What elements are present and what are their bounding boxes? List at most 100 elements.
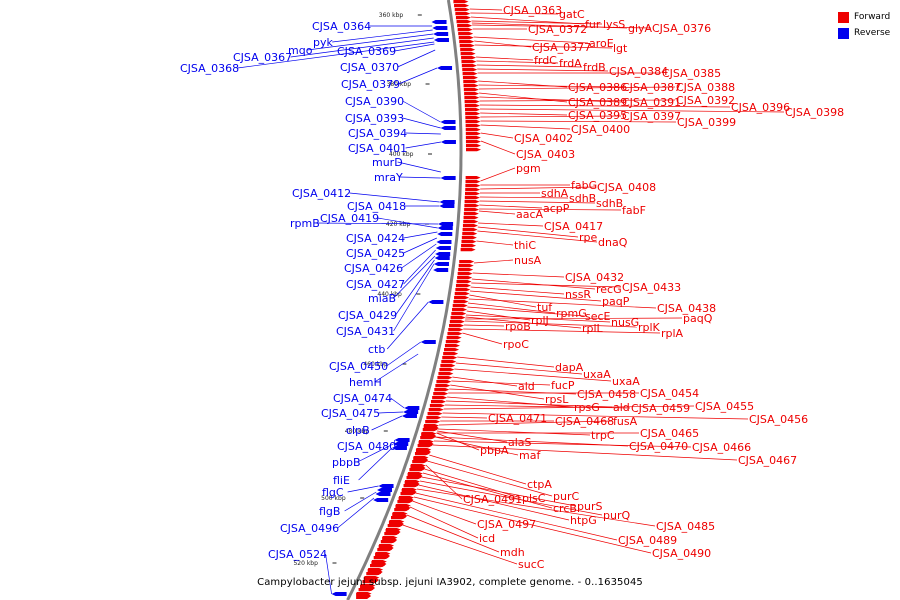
- forward-gene-arrow: [458, 32, 474, 36]
- forward-gene-arrow: [461, 64, 477, 68]
- forward-leader-line: [479, 96, 622, 103]
- forward-gene-label: trpC: [591, 429, 615, 442]
- forward-gene-label: dnaQ: [598, 236, 628, 249]
- forward-gene-arrow: [463, 212, 479, 216]
- forward-gene-arrow: [462, 224, 478, 228]
- forward-leader-line: [451, 380, 551, 386]
- forward-leader-line: [477, 230, 598, 243]
- forward-leader-line: [472, 272, 565, 278]
- forward-leader-line: [438, 420, 613, 426]
- reverse-gene-arrow: [401, 414, 417, 418]
- forward-gene-label: icd: [479, 532, 495, 545]
- forward-gene-label: rpoC: [503, 338, 529, 351]
- forward-gene-arrow: [447, 332, 463, 336]
- reverse-gene-label: fliE: [333, 474, 350, 487]
- forward-leader-line: [476, 60, 559, 64]
- forward-gene-label: ald: [613, 401, 630, 414]
- forward-gene-label: sdhB: [596, 197, 623, 210]
- forward-gene-arrow: [392, 513, 408, 519]
- forward-leader-line: [441, 416, 488, 419]
- forward-gene-arrow: [456, 280, 472, 284]
- forward-leader-line: [480, 140, 516, 155]
- forward-gene-arrow: [465, 108, 481, 112]
- reverse-gene-label: hemH: [349, 376, 382, 389]
- forward-gene-arrow: [435, 384, 451, 388]
- forward-gene-arrow: [451, 312, 467, 316]
- forward-gene-arrow: [464, 204, 480, 208]
- reverse-leader-line: [398, 67, 438, 85]
- forward-gene-arrow: [431, 400, 446, 404]
- forward-gene-label: sucC: [518, 558, 545, 571]
- forward-leader-line: [436, 432, 480, 451]
- forward-gene-arrow: [444, 344, 460, 348]
- forward-gene-label: CJSA_0397: [622, 110, 681, 123]
- forward-leader-line: [480, 132, 514, 139]
- forward-gene-arrow: [463, 220, 479, 224]
- forward-leader-line: [480, 108, 785, 113]
- reverse-leader-line: [405, 141, 442, 149]
- forward-leader-line: [421, 476, 577, 507]
- forward-gene-label: rpsG: [574, 401, 600, 414]
- forward-gene-label: CJSA_0376: [652, 22, 711, 35]
- forward-gene-arrow: [464, 100, 480, 104]
- reverse-gene-arrow: [431, 20, 447, 24]
- forward-gene-label: CJSA_0396: [731, 101, 790, 114]
- reverse-leader-line: [358, 447, 393, 481]
- forward-gene-arrow: [455, 288, 471, 292]
- forward-gene-label: CJSA_0485: [656, 520, 715, 533]
- forward-leader-line: [478, 84, 622, 88]
- reverse-gene-label: CJSA_0424: [346, 232, 405, 245]
- forward-leader-line: [480, 124, 571, 130]
- forward-gene-label: rplA: [661, 327, 684, 340]
- forward-gene-label: glyA: [628, 22, 653, 35]
- forward-gene-label: CJSA_0388: [676, 81, 735, 94]
- forward-gene-label: plsC: [522, 492, 546, 505]
- forward-leader-line: [470, 286, 565, 295]
- forward-gene-arrow: [454, 4, 470, 8]
- forward-leader-line: [480, 120, 677, 123]
- forward-leader-line: [409, 506, 479, 539]
- forward-gene-label: CJSA_0363: [503, 4, 562, 17]
- forward-leader-line: [480, 115, 622, 118]
- reverse-gene-label: CJSA_0426: [344, 262, 403, 275]
- forward-leader-line: [476, 64, 583, 68]
- forward-gene-arrow: [421, 433, 437, 439]
- forward-gene-arrow: [454, 292, 470, 296]
- forward-leader-line: [473, 36, 589, 44]
- forward-leader-line: [469, 8, 503, 11]
- forward-gene-label: nusA: [514, 254, 542, 267]
- reverse-gene-arrow: [403, 410, 419, 414]
- reverse-gene-label: CJSA_0364: [312, 20, 371, 33]
- reverse-leader-line: [315, 222, 439, 225]
- forward-gene-arrow: [462, 72, 478, 76]
- forward-gene-label: CJSA_0470: [629, 440, 688, 453]
- forward-gene-arrow: [382, 537, 398, 543]
- reverse-gene-arrow: [373, 498, 389, 502]
- forward-gene-label: CJSA_0385: [662, 67, 721, 80]
- forward-leader-line: [429, 454, 527, 485]
- forward-leader-line: [480, 186, 597, 190]
- tick-label: 360 kbp: [379, 12, 404, 19]
- backbone-arc: [346, 0, 463, 600]
- forward-leader-line: [437, 430, 508, 443]
- forward-gene-label: CJSA_0417: [544, 220, 603, 233]
- forward-gene-arrow: [455, 284, 471, 288]
- reverse-leader-line: [377, 217, 438, 229]
- forward-leader-line: [464, 320, 638, 328]
- forward-gene-arrow: [445, 340, 461, 344]
- forward-gene-label: lgt: [613, 42, 628, 55]
- legend-forward-label: Forward: [854, 12, 891, 22]
- reverse-gene-arrow: [439, 204, 455, 208]
- forward-leader-line: [433, 440, 692, 448]
- forward-gene-arrow: [371, 561, 387, 567]
- forward-gene-arrow: [410, 465, 426, 471]
- forward-gene-label: nssR: [565, 288, 591, 301]
- reverse-gene-arrow: [375, 492, 391, 496]
- forward-gene-arrow: [433, 392, 449, 396]
- forward-gene-arrow: [360, 585, 376, 591]
- forward-gene-label: CJSA_0377: [532, 41, 591, 54]
- forward-gene-label: CJSA_0384: [609, 65, 668, 78]
- label-leader-lines: [237, 8, 785, 595]
